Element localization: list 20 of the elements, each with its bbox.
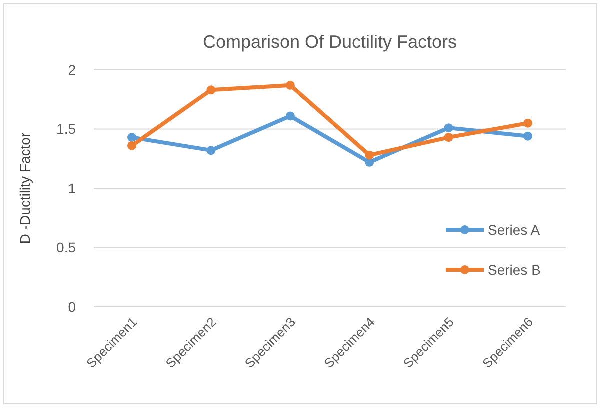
y-tick-label: 1 [68, 180, 76, 196]
point [365, 150, 374, 160]
point [524, 132, 532, 141]
legend-label: Series B [488, 262, 541, 278]
point [444, 124, 454, 133]
point [206, 86, 216, 95]
y-tick-label: 1.5 [56, 121, 76, 138]
chart-title: Comparison Of Ductility Factors [202, 32, 458, 52]
point [286, 112, 295, 121]
y-tick-label: 0.5 [56, 240, 76, 256]
point [206, 146, 216, 156]
point [286, 80, 295, 90]
point [128, 141, 136, 150]
y-axis-title: D -Ductility Factor [17, 132, 33, 244]
y-tick-label: 0 [68, 298, 76, 315]
y-tick-label: 2 [68, 62, 76, 78]
point [444, 133, 454, 142]
point [524, 118, 532, 128]
legend-label: Series A [488, 222, 541, 238]
point [128, 133, 136, 142]
